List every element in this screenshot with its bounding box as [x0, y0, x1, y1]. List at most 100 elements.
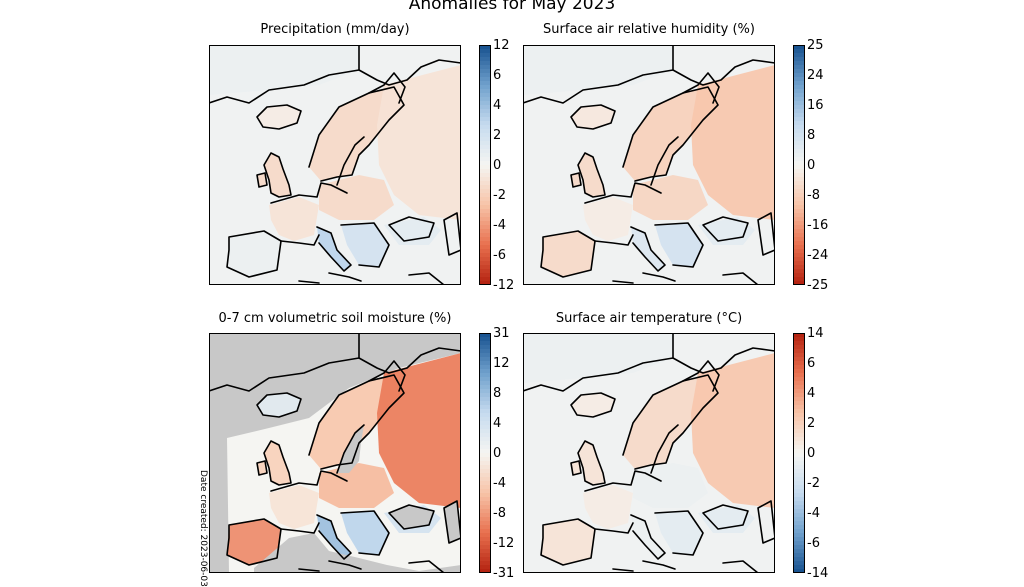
- colorbar-segment: [479, 45, 491, 50]
- colorbar-segment: [793, 141, 805, 146]
- colorbar-segment: [479, 525, 491, 530]
- colorbar-tick-label: -31: [493, 566, 515, 581]
- map-frame: [209, 45, 461, 285]
- colorbar-segment: [479, 93, 491, 98]
- colorbar-segment: [793, 89, 805, 94]
- colorbar-segment: [793, 405, 805, 410]
- colorbar-segment: [793, 477, 805, 482]
- region-france: [583, 197, 633, 241]
- colorbar-segment: [479, 345, 491, 350]
- colorbar-segment: [793, 409, 805, 414]
- colorbar-segment: [479, 209, 491, 214]
- colorbar-segment: [793, 197, 805, 202]
- colorbar-humidity: [793, 45, 805, 285]
- colorbar-segment: [793, 209, 805, 214]
- coastline: [270, 470, 348, 492]
- colorbar-frame: [793, 333, 805, 573]
- coastline: [584, 470, 662, 492]
- coastline: [672, 45, 775, 86]
- colorbar-segment: [479, 393, 491, 398]
- coastline: [298, 280, 320, 284]
- colorbar-segment: [793, 489, 805, 494]
- colorbar-segment: [479, 157, 491, 162]
- colorbar-segment: [793, 481, 805, 486]
- coastline: [612, 280, 634, 284]
- colorbar-tick-label: -4: [493, 218, 506, 233]
- coastline: [280, 522, 320, 534]
- colorbar-segment: [793, 137, 805, 142]
- colorbar-segment: [479, 557, 491, 562]
- colorbar-segment: [479, 553, 491, 558]
- colorbar-segment: [793, 145, 805, 150]
- coastline: [682, 360, 720, 392]
- colorbar-segment: [479, 517, 491, 522]
- colorbar-segment: [793, 161, 805, 166]
- region-italy: [631, 515, 665, 559]
- masked-mediterranean: [254, 533, 461, 573]
- colorbar-segment: [793, 217, 805, 222]
- colorbar-segment: [793, 337, 805, 342]
- colorbar-segment: [479, 537, 491, 542]
- region-central-europe: [633, 463, 708, 508]
- colorbar-segment: [793, 441, 805, 446]
- colorbar-segment: [793, 257, 805, 262]
- coastline: [443, 500, 461, 544]
- colorbar-segment: [479, 461, 491, 466]
- colorbar-segment: [479, 349, 491, 354]
- colorbar-segment: [793, 229, 805, 234]
- colorbar-segment: [479, 429, 491, 434]
- colorbar-tick-label: 0: [807, 158, 816, 173]
- colorbar-segment: [479, 185, 491, 190]
- coastline: [226, 230, 282, 278]
- colorbar-segment: [479, 257, 491, 262]
- coastline: [622, 374, 719, 470]
- coastline: [630, 514, 666, 560]
- colorbar-segment: [793, 353, 805, 358]
- colorbar-segment: [479, 269, 491, 274]
- colorbar-segment: [479, 233, 491, 238]
- colorbar-tick-label: 4: [493, 98, 502, 113]
- colorbar-segment: [479, 365, 491, 370]
- coastline: [570, 392, 616, 418]
- coastline: [523, 357, 674, 392]
- colorbar-segment: [479, 241, 491, 246]
- colorbar-segment: [479, 381, 491, 386]
- colorbar-segment: [479, 89, 491, 94]
- colorbar-segment: [793, 509, 805, 514]
- coastline: [540, 230, 596, 278]
- colorbar-segment: [479, 437, 491, 442]
- panel-title-temperature: Surface air temperature (°C): [555, 311, 743, 326]
- colorbar-segment: [793, 101, 805, 106]
- colorbar-segment: [793, 189, 805, 194]
- colorbar-segment: [793, 469, 805, 474]
- coastline: [523, 69, 674, 104]
- region-balkans: [341, 223, 389, 267]
- colorbar-segment: [479, 501, 491, 506]
- map-temperature: [523, 333, 775, 573]
- coastline: [358, 45, 461, 86]
- colorbar-segment: [479, 213, 491, 218]
- region-balkans: [655, 511, 703, 555]
- colorbar-segment: [793, 437, 805, 442]
- colorbar-segment: [479, 485, 491, 490]
- colorbar-segment: [793, 165, 805, 170]
- colorbar-segment: [793, 97, 805, 102]
- coastline: [443, 212, 461, 256]
- colorbar-segment: [479, 561, 491, 566]
- colorbar-segment: [793, 485, 805, 490]
- coastline: [328, 272, 362, 282]
- colorbar-segment: [479, 249, 491, 254]
- colorbar-segment: [479, 513, 491, 518]
- coastline: [316, 226, 352, 272]
- colorbar-segment: [479, 261, 491, 266]
- colorbar-segment: [479, 353, 491, 358]
- colorbar-segment: [793, 185, 805, 190]
- colorbar-segment: [479, 385, 491, 390]
- region-western-russia: [691, 353, 775, 508]
- colorbar-segment: [793, 73, 805, 78]
- colorbar-segment: [793, 181, 805, 186]
- colorbar-segment: [793, 45, 805, 50]
- colorbar-tick-label: 25: [807, 38, 824, 53]
- coastline: [540, 518, 596, 566]
- coastline: [308, 374, 405, 470]
